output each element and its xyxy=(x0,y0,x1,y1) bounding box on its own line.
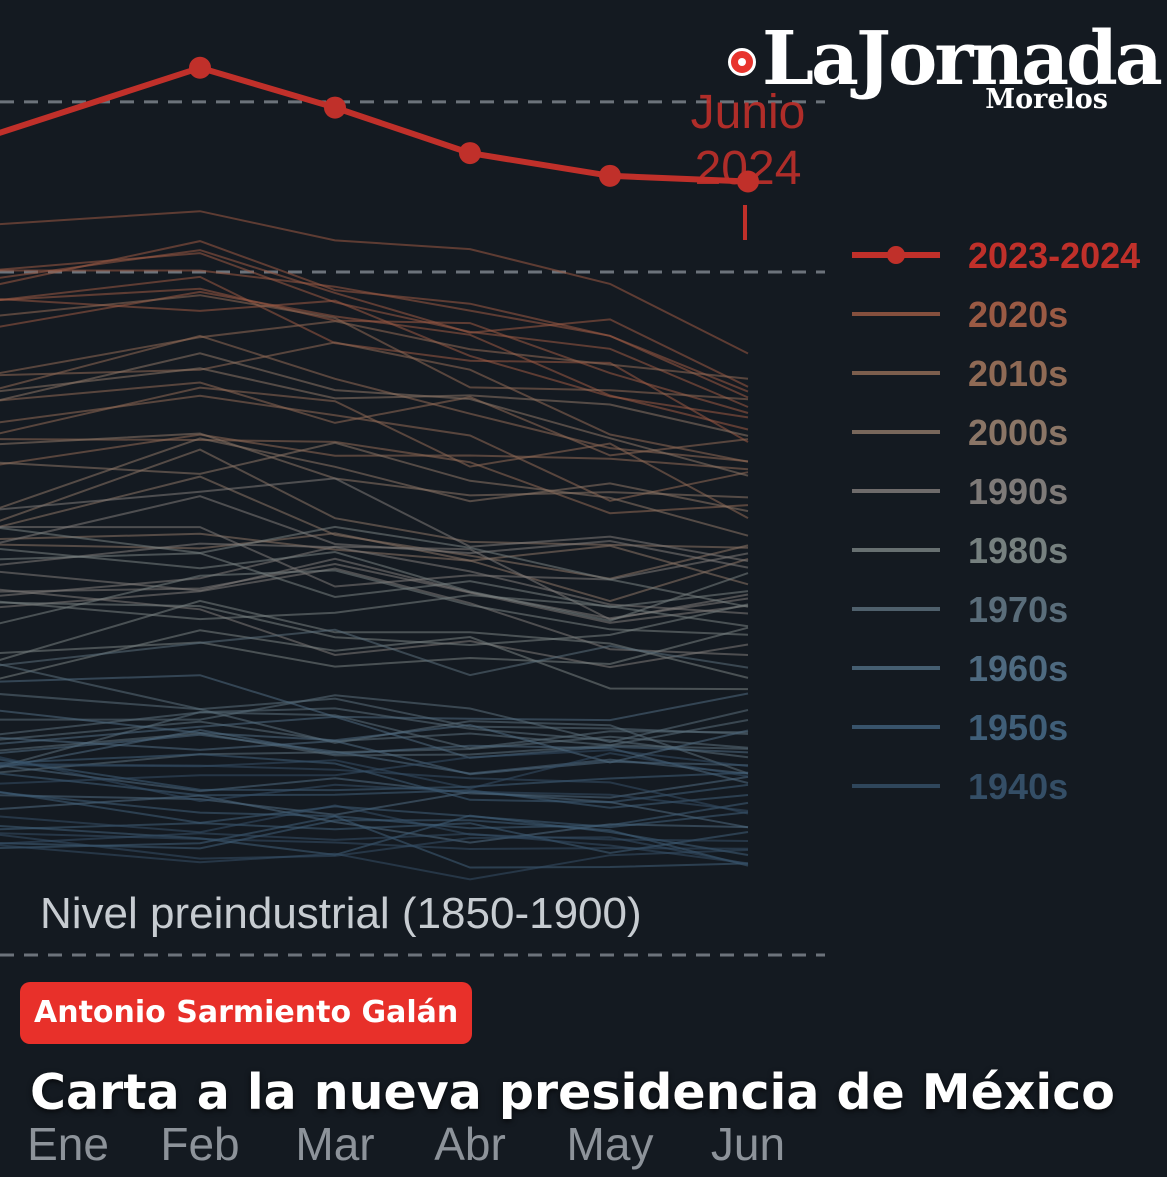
series-line-2020s xyxy=(0,287,749,414)
series-line-2020s xyxy=(0,240,749,393)
series-line-2010s xyxy=(0,381,749,457)
series-line-2020s xyxy=(0,252,749,408)
series-line-1950s xyxy=(0,753,749,804)
series-line-1960s xyxy=(0,736,749,776)
series-line-1990s xyxy=(0,526,749,588)
series-line-2000s xyxy=(0,532,749,586)
legend: 2023-2024 2020s 2010s 2000s 1990s 1980s 1970s 1… xyxy=(852,235,1140,807)
series-line-2010s xyxy=(0,294,749,401)
series-line-1980s xyxy=(0,629,749,691)
series-line-2010s xyxy=(0,341,749,463)
series-line-2000s xyxy=(0,352,749,477)
legend-label-1990s: 1990s xyxy=(968,471,1068,512)
legend-label-1970s: 1970s xyxy=(968,589,1068,630)
series-line-1990s xyxy=(0,477,749,562)
legend-label-2010s: 2010s xyxy=(968,353,1068,394)
series-line-1970s xyxy=(0,663,749,735)
series-point-Abr xyxy=(459,142,481,165)
series-line-1940s xyxy=(0,752,749,790)
series-line-1970s xyxy=(0,628,749,677)
series-line-2020s xyxy=(0,298,749,419)
x-tick-label-May: May xyxy=(567,1118,654,1170)
series-line-1980s xyxy=(0,594,749,628)
series-line-2010s xyxy=(0,394,749,502)
legend-label-1940s: 1940s xyxy=(968,766,1068,807)
headline: Carta a la nueva presidencia de México xyxy=(30,1064,1115,1121)
logo-icon xyxy=(728,48,756,76)
series-line-2023-2024 xyxy=(0,64,749,185)
series-line-1980s xyxy=(0,601,749,647)
series-line-1940s xyxy=(0,844,749,881)
series-line-2010s xyxy=(0,320,749,380)
series-line-1940s xyxy=(0,833,749,866)
series-line-1990s xyxy=(0,588,749,669)
series-line-1940s xyxy=(0,832,749,851)
x-axis: Ene Feb Mar Abr May Jun xyxy=(27,1118,785,1170)
series-line-1980s xyxy=(0,547,749,622)
x-tick-label-Abr: Abr xyxy=(434,1118,506,1170)
series-line-1950s xyxy=(0,772,749,809)
series-point-Mar xyxy=(324,96,346,119)
series-line-1960s xyxy=(0,674,749,722)
series-line-2010s xyxy=(0,386,749,519)
series-line-1940s xyxy=(0,749,749,785)
series-line-2020s xyxy=(0,210,749,355)
series-line-2020s xyxy=(0,249,749,388)
series-line-1980s xyxy=(0,525,749,608)
legend-label-1980s: 1980s xyxy=(968,530,1068,571)
legend-label-2020s: 2020s xyxy=(968,294,1068,335)
legend-label-2023-2024: 2023-2024 xyxy=(968,235,1140,276)
series-line-1990s xyxy=(0,562,749,624)
annotation-label: Junio xyxy=(691,86,806,139)
series-line-1990s xyxy=(0,495,749,569)
series-line-1940s xyxy=(0,756,749,812)
x-tick-label-Mar: Mar xyxy=(295,1118,374,1170)
series-line-1960s xyxy=(0,764,749,799)
x-tick-label-Feb: Feb xyxy=(160,1118,239,1170)
series-line-2000s xyxy=(0,437,749,513)
series-point-May xyxy=(599,164,621,187)
legend-marker-2023-2024 xyxy=(887,246,905,264)
series-point-Jun xyxy=(737,170,759,193)
series-line-1980s xyxy=(0,626,749,668)
author-badge: Antonio Sarmiento Galán xyxy=(20,982,473,1044)
legend-label-2000s: 2000s xyxy=(968,412,1068,453)
series-line-2010s xyxy=(0,334,749,463)
series-line-1940s xyxy=(0,804,749,842)
brand-logo: LaJornada Morelos xyxy=(728,22,1163,125)
series-line-1980s xyxy=(0,569,749,636)
baseline-label: Nivel preindustrial (1850-1900) xyxy=(40,889,642,938)
series-line-1980s xyxy=(0,552,749,609)
series-line-1970s xyxy=(0,694,749,744)
legend-label-1960s: 1960s xyxy=(968,648,1068,689)
series-line-1990s xyxy=(0,542,749,615)
brand-name: LaJornada xyxy=(762,16,1163,102)
x-tick-label-Ene: Ene xyxy=(27,1118,109,1170)
series-point-Feb xyxy=(189,56,211,79)
series-line-1950s xyxy=(0,822,749,855)
series-line-1960s xyxy=(0,728,749,784)
series-line-1950s xyxy=(0,791,749,830)
annotation-label: 2024 xyxy=(695,142,802,195)
brand-subtitle: Morelos xyxy=(985,84,1108,115)
series-line-2000s xyxy=(0,432,749,499)
series-line-2000s xyxy=(0,532,749,603)
series-line-2000s xyxy=(0,475,749,580)
series-line-2000s xyxy=(0,367,749,437)
legend-label-1950s: 1950s xyxy=(968,707,1068,748)
series-line-1990s xyxy=(0,545,749,621)
series-line-2000s xyxy=(0,441,749,537)
highlight-series xyxy=(0,56,759,193)
x-tick-label-Jun: Jun xyxy=(711,1118,785,1170)
series-line-1950s xyxy=(0,815,749,869)
series-line-1950s xyxy=(0,790,749,829)
series-line-2010s xyxy=(0,438,749,515)
background-series xyxy=(0,210,749,881)
reference-lines xyxy=(0,100,825,957)
